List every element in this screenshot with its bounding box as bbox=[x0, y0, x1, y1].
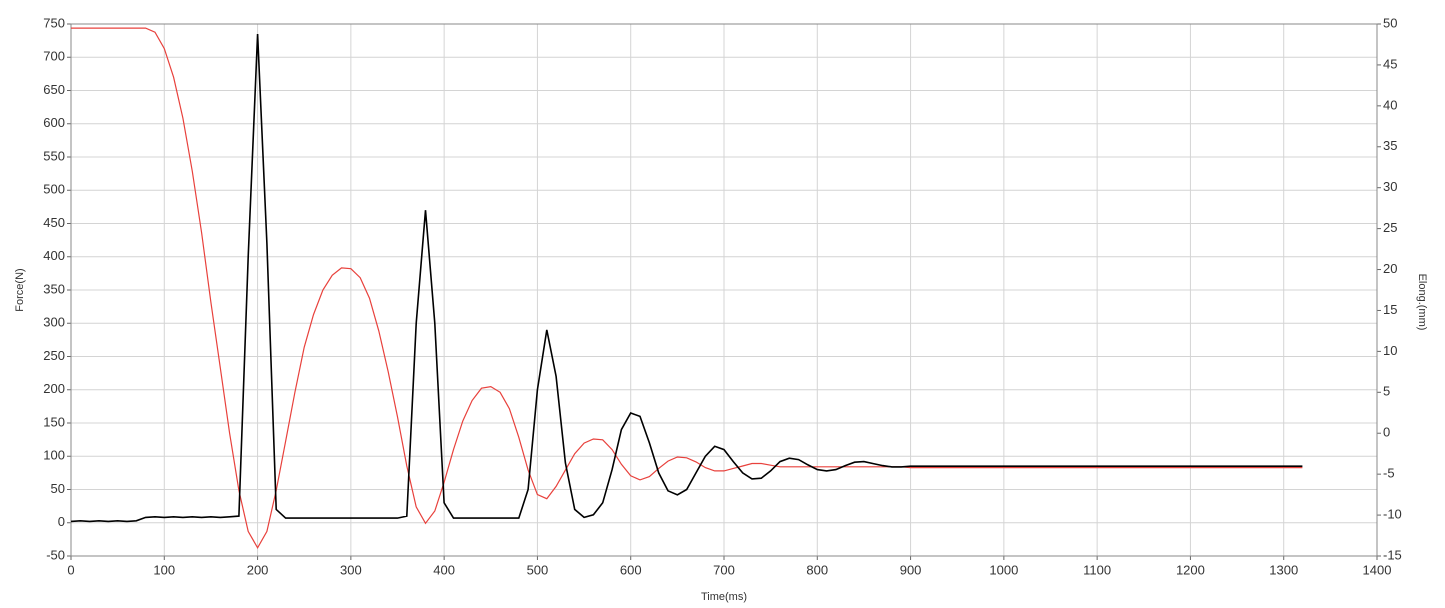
y2-tick-label: 25 bbox=[1383, 220, 1397, 235]
y-tick-label: 700 bbox=[43, 49, 65, 64]
y-tick-label: 600 bbox=[43, 115, 65, 130]
y2-tick-label: -10 bbox=[1383, 507, 1402, 522]
x-tick-label: 400 bbox=[433, 562, 455, 577]
y2-tick-label: 15 bbox=[1383, 302, 1397, 317]
x-tick-label: 500 bbox=[527, 562, 549, 577]
x-tick-label: 800 bbox=[806, 562, 828, 577]
x-tick-label: 1300 bbox=[1269, 562, 1298, 577]
y-tick-label: 0 bbox=[58, 514, 65, 529]
y2-tick-label: -15 bbox=[1383, 547, 1402, 562]
x-tick-label: 1200 bbox=[1176, 562, 1205, 577]
y-tick-label: 400 bbox=[43, 248, 65, 263]
y2-tick-label: 20 bbox=[1383, 261, 1397, 276]
y2-axis-label: Elong.(mm) bbox=[1416, 274, 1428, 331]
x-tick-label: 0 bbox=[67, 562, 74, 577]
y-tick-label: 200 bbox=[43, 381, 65, 396]
y2-tick-label: 10 bbox=[1383, 343, 1397, 358]
y2-tick-label: 40 bbox=[1383, 97, 1397, 112]
y-tick-label: 550 bbox=[43, 148, 65, 163]
series-line bbox=[71, 27, 1303, 550]
x-tick-label: 700 bbox=[713, 562, 735, 577]
x-tick-label: 1400 bbox=[1363, 562, 1392, 577]
y-tick-label: 500 bbox=[43, 182, 65, 197]
x-tick-label: 1000 bbox=[989, 562, 1018, 577]
x-tick-label: 100 bbox=[153, 562, 175, 577]
y-tick-label: -50 bbox=[46, 547, 65, 562]
y-tick-label: 300 bbox=[43, 315, 65, 330]
y-tick-label: 650 bbox=[43, 82, 65, 97]
x-tick-label: 900 bbox=[900, 562, 922, 577]
y2-tick-label: 35 bbox=[1383, 138, 1397, 153]
series-line bbox=[70, 33, 1303, 523]
y2-tick-label: 50 bbox=[1383, 15, 1397, 30]
y-tick-label: 350 bbox=[43, 281, 65, 296]
y-tick-label: 750 bbox=[43, 15, 65, 30]
y2-tick-label: 5 bbox=[1383, 384, 1390, 399]
y-tick-label: 100 bbox=[43, 448, 65, 463]
x-tick-label: 600 bbox=[620, 562, 642, 577]
x-tick-label: 1100 bbox=[1083, 562, 1111, 577]
y-tick-label: 150 bbox=[43, 414, 65, 429]
x-axis-label: Time(ms) bbox=[701, 591, 747, 603]
x-tick-label: 200 bbox=[247, 562, 269, 577]
y2-tick-label: 30 bbox=[1383, 179, 1397, 194]
y-tick-label: 250 bbox=[43, 348, 65, 363]
x-tick-label: 300 bbox=[340, 562, 362, 577]
plot-frame bbox=[70, 23, 1378, 557]
y-tick-label: 450 bbox=[43, 215, 65, 230]
y-axis-label: Force(N) bbox=[14, 268, 26, 311]
y2-tick-label: 0 bbox=[1383, 425, 1390, 440]
y2-tick-label: 45 bbox=[1383, 56, 1397, 71]
y-tick-label: 50 bbox=[51, 481, 65, 496]
y2-tick-label: -5 bbox=[1383, 466, 1395, 481]
